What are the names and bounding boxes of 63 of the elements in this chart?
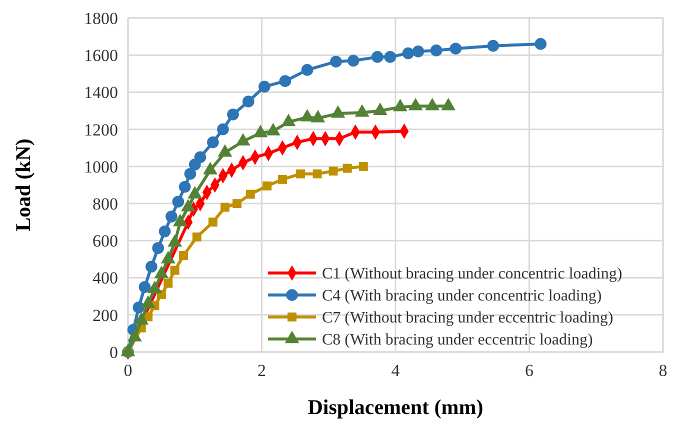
point [207,136,219,148]
point [192,232,202,242]
point [330,56,342,68]
point [138,281,151,293]
point [279,75,292,87]
point [194,151,206,164]
point [358,162,368,171]
x-tick-label: 6 [525,361,534,380]
point [166,210,178,222]
x-tick-label: 4 [391,361,400,380]
y-tick-label: 1400 [84,83,118,102]
point [412,45,424,58]
y-tick-label: 800 [92,194,118,214]
point [158,225,171,238]
point [164,278,173,288]
point [145,260,158,273]
y-tick-label: 1000 [84,157,118,176]
point [328,166,338,176]
point [342,164,352,173]
point [232,199,242,208]
point [220,202,230,212]
point [172,196,184,208]
point [262,181,272,190]
x-tick-label: 2 [258,361,266,380]
legend-label: C1 (Without bracing under concentric loading) [322,266,622,283]
point [278,174,287,184]
point [347,54,360,67]
y-tick-label: 0 [110,342,118,362]
x-axis-title: Displacement (mm) [308,395,484,419]
point [312,169,322,178]
point [372,51,384,63]
point [301,64,314,76]
point [258,80,270,93]
point [384,51,396,63]
point [227,108,239,120]
point [450,42,462,55]
point [208,218,218,227]
point [402,47,414,60]
legend-label: C7 (Without bracing under eccentric loading) [322,310,614,327]
point [534,38,547,50]
y-tick-label: 1600 [84,46,118,66]
x-tick-label: 8 [658,361,668,380]
point [179,251,188,260]
point [184,168,196,180]
y-tick-label: 1200 [84,120,118,140]
point [217,123,229,136]
legend-label: C8 (With bracing under eccentric loading) [322,332,593,349]
legend-label: C4 (With bracing under concentric loading) [322,288,602,305]
point [296,169,306,178]
point [170,266,180,275]
y-tick-label: 600 [92,232,118,251]
point [246,190,255,199]
point [242,96,254,108]
y-tick-label: 1800 [84,8,118,28]
point [178,180,191,193]
point [132,302,145,314]
y-axis-title: Load (kN) [11,138,35,232]
x-tick-label: 0 [124,361,132,380]
point [152,242,164,254]
y-tick-label: 200 [92,306,118,325]
point [487,40,500,52]
point [430,44,442,56]
y-tick-label: 400 [92,268,118,288]
